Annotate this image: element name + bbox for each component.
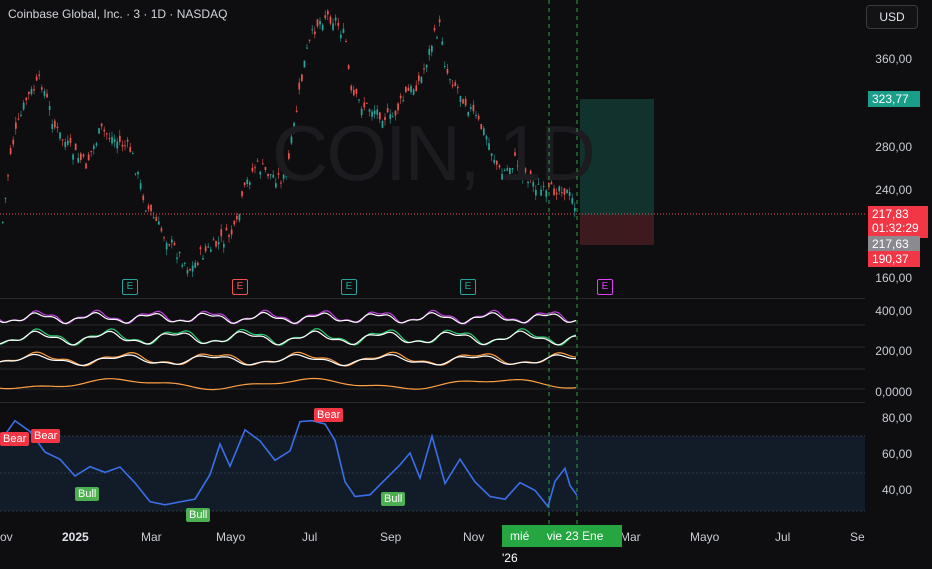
price-axis-label: 240,00	[875, 183, 912, 197]
bull-label: Bull	[381, 492, 406, 506]
time-axis-label: Mayo	[690, 530, 720, 544]
chart-title[interactable]: Coinbase Global, Inc. · 3 · 1D · NASDAQ	[8, 7, 228, 21]
currency-button[interactable]: USD	[866, 5, 918, 29]
bear-label: Bear	[314, 408, 344, 422]
time-axis-label: Nov	[463, 530, 485, 544]
earnings-marker[interactable]: E	[232, 279, 248, 295]
price-chart[interactable]	[0, 0, 865, 298]
indicator-axis-label: 0,0000	[875, 385, 912, 399]
earnings-marker[interactable]: E	[122, 279, 138, 295]
rsi-axis-label: 80,00	[881, 411, 912, 425]
rsi-axis-label: 60,00	[881, 447, 912, 461]
price-axis-label: 280,00	[875, 140, 912, 154]
time-axis-label: Jul	[775, 530, 791, 544]
time-axis-label: Sep	[380, 530, 402, 544]
time-axis-label: ov	[0, 530, 13, 544]
rsi-axis-label: 40,00	[881, 483, 912, 497]
time-axis-label: Jul	[302, 530, 318, 544]
bull-label: Bull	[186, 508, 211, 522]
stop-price-badge: 190,37	[868, 251, 920, 267]
time-axis-label: Mar	[620, 530, 641, 544]
target-price-badge: 323,77	[868, 91, 920, 107]
indicator-axis-label: 200,00	[875, 344, 912, 358]
indicator-pane[interactable]	[0, 299, 865, 402]
price-axis-label: 160,00	[875, 271, 912, 285]
crosshair-date-label: mié vie 23 Ene '26	[502, 525, 622, 565]
marker-price-badge: 217,63	[868, 236, 920, 252]
earnings-marker[interactable]: E	[597, 279, 613, 295]
pane-divider[interactable]	[0, 402, 865, 403]
bear-label: Bear	[0, 432, 30, 446]
time-axis-label: 2025	[62, 530, 89, 544]
symbol-watermark: COIN, 1D	[272, 109, 596, 197]
time-axis-label: Se	[850, 530, 865, 544]
earnings-marker[interactable]: E	[460, 279, 476, 295]
position-stop-zone[interactable]	[580, 215, 654, 245]
rsi-pane[interactable]	[0, 403, 865, 525]
time-axis-label: Mar	[141, 530, 162, 544]
bear-label: Bear	[31, 429, 61, 443]
last-price-badge: 217,83 01:32:29	[868, 206, 928, 238]
candles	[2, 9, 576, 278]
last-price-value: 217,83	[872, 207, 909, 221]
indicator-axis-label: 400,00	[875, 304, 912, 318]
time-axis-label: Mayo	[216, 530, 246, 544]
bull-label: Bull	[75, 487, 100, 501]
countdown-value: 01:32:29	[872, 221, 919, 235]
position-target-zone[interactable]	[580, 99, 654, 215]
cursor-day: mié	[510, 529, 530, 543]
earnings-marker[interactable]: E	[341, 279, 357, 295]
price-axis-label: 360,00	[875, 52, 912, 66]
pane-divider[interactable]	[0, 298, 865, 299]
